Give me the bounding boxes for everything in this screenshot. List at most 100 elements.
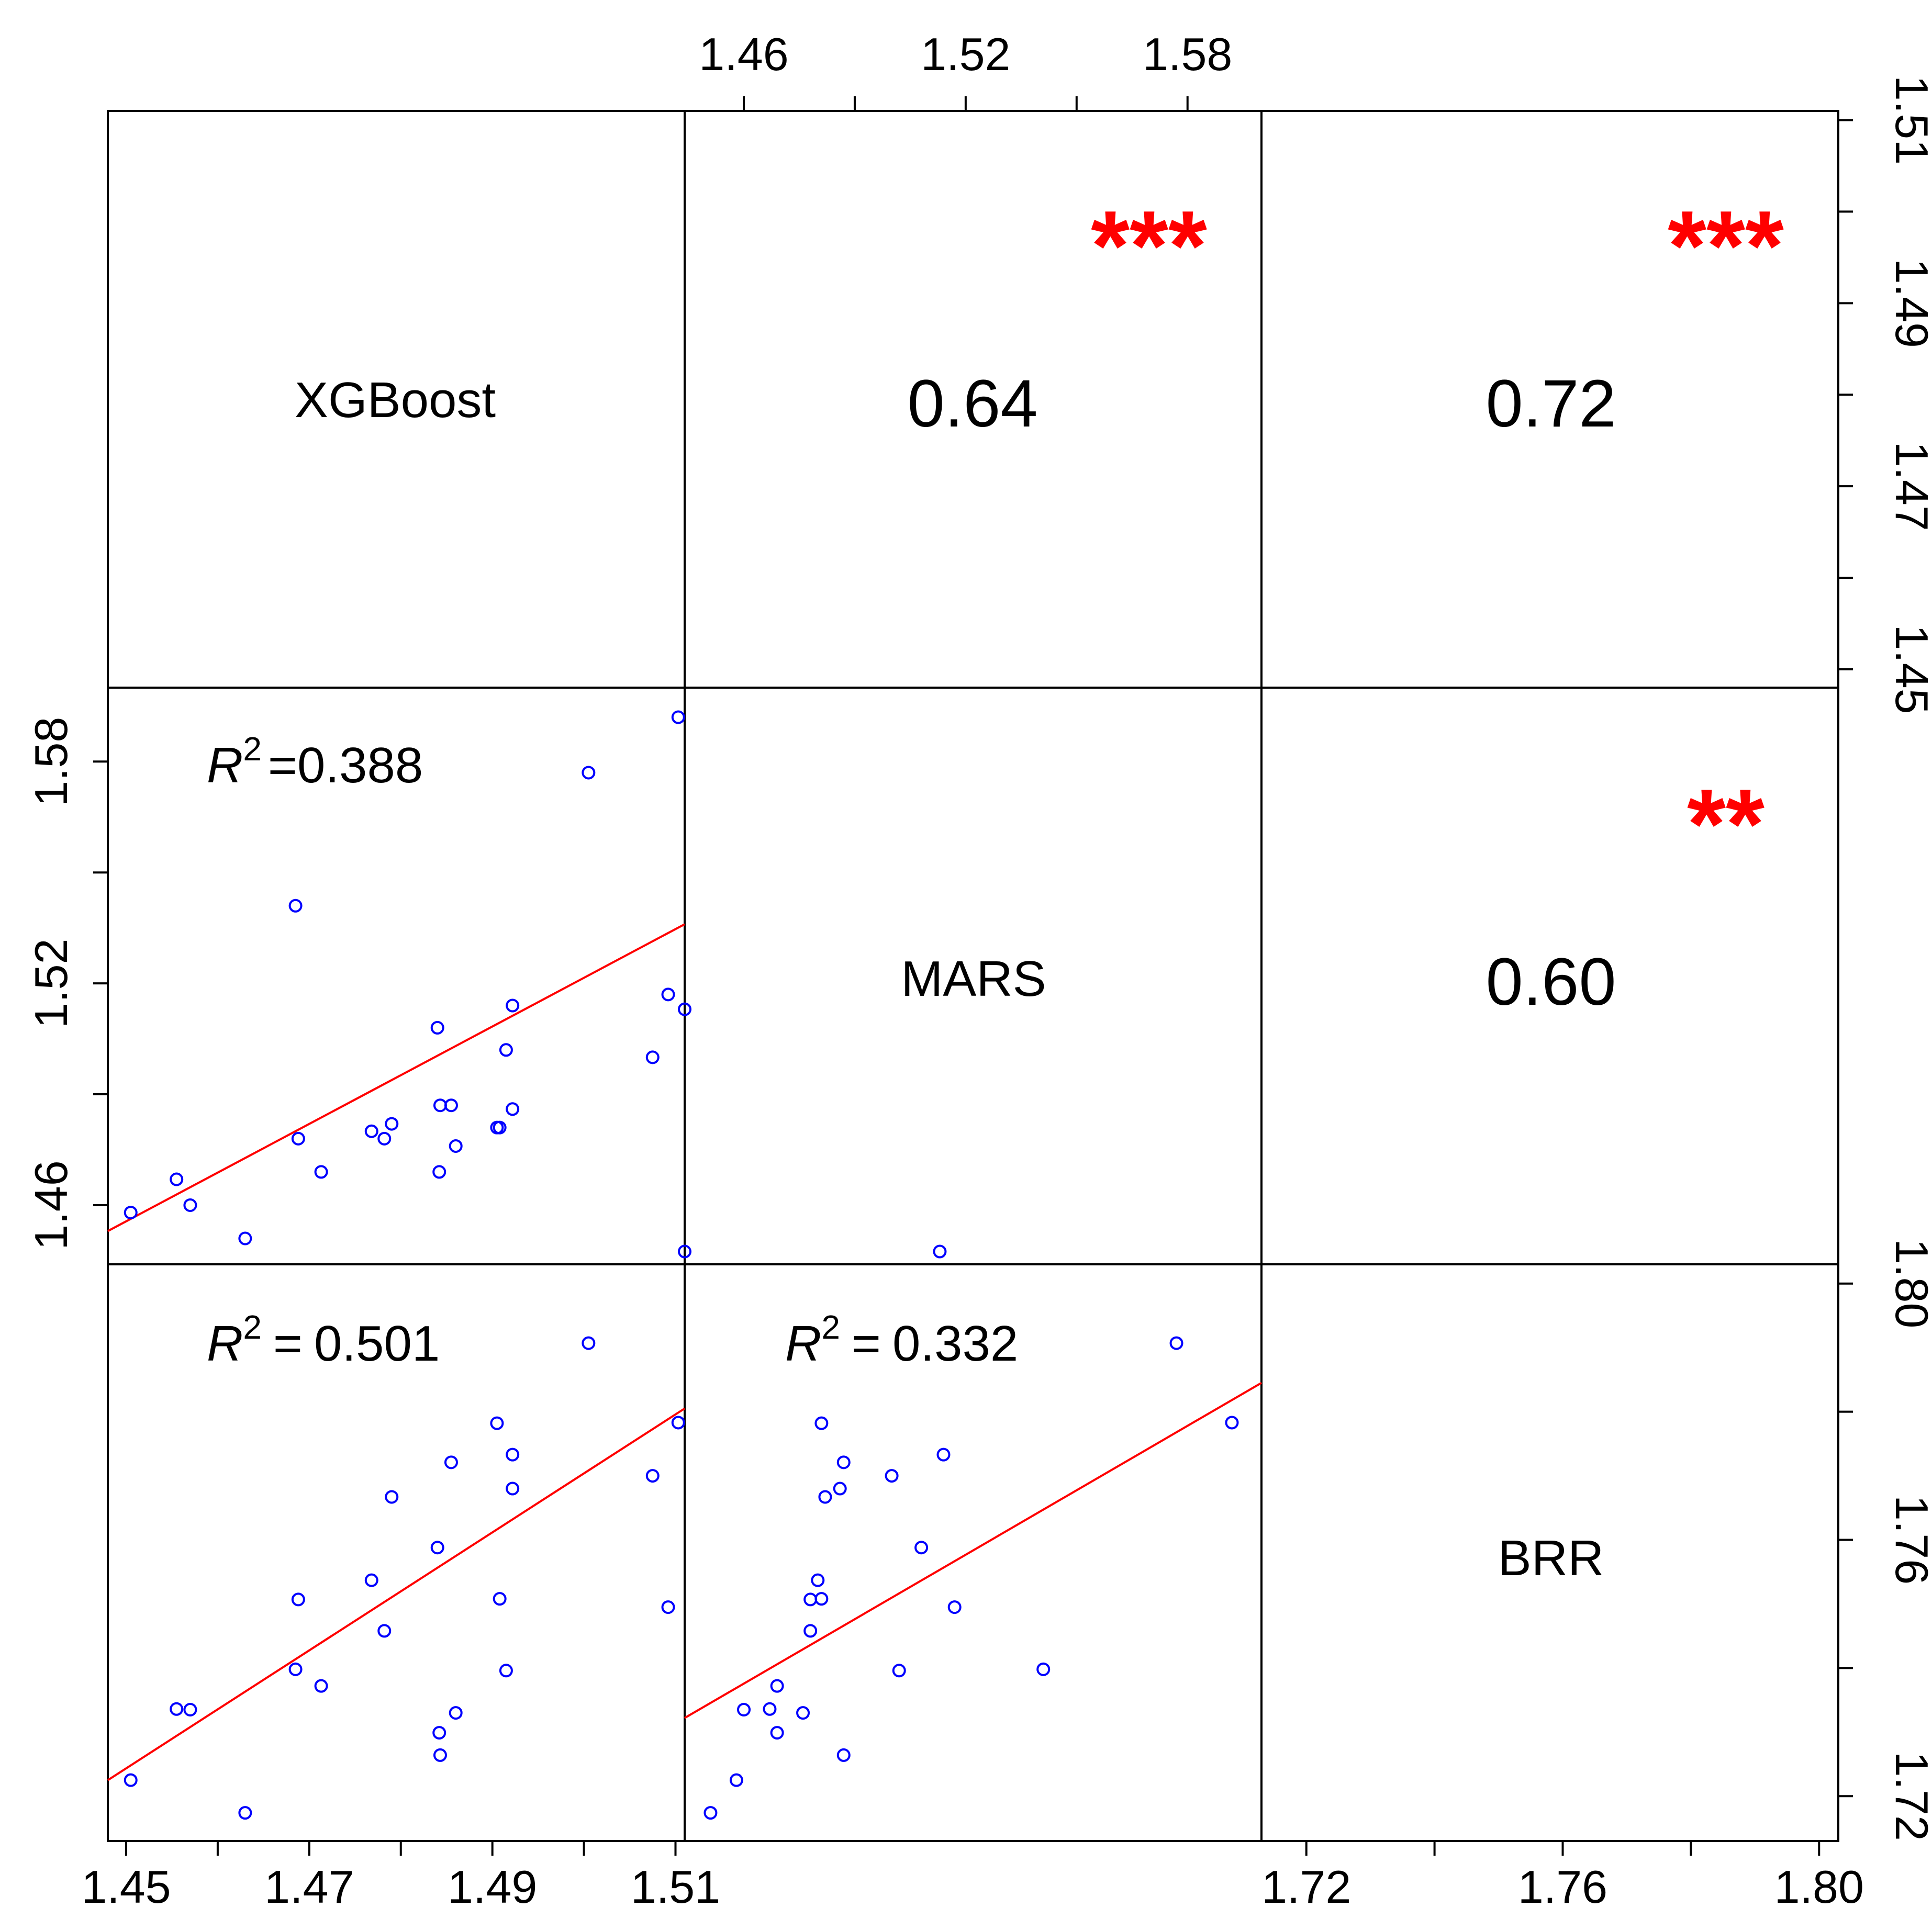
point-xgboost-brr — [430, 1541, 444, 1555]
point-xgboost-brr — [444, 1455, 458, 1469]
point-mars-brr — [803, 1592, 818, 1607]
point-mars-brr — [814, 1416, 829, 1430]
point-mars-brr — [770, 1726, 784, 1740]
point-xgboost-brr — [364, 1573, 378, 1587]
point-xgboost-mars — [433, 1098, 447, 1113]
point-mars-brr — [763, 1702, 777, 1716]
r2-xgboost-brr: R2 = 0.501 — [207, 1308, 440, 1372]
tick-label-right-xgboost: 1.49 — [1886, 259, 1932, 348]
point-xgboost-brr — [490, 1416, 504, 1430]
significance-xgboost-mars: *** — [1091, 190, 1207, 301]
point-mars-brr — [1036, 1662, 1051, 1676]
point-mars-brr — [885, 1469, 899, 1483]
point-xgboost-mars — [661, 987, 675, 1002]
point-xgboost-brr — [499, 1664, 513, 1678]
point-xgboost-brr — [671, 1416, 685, 1430]
tick-label-bottom-brr: 1.76 — [1518, 1861, 1607, 1913]
point-mars-brr — [947, 1600, 962, 1614]
point-xgboost-mars — [291, 1131, 305, 1146]
point-mars-brr — [818, 1490, 832, 1504]
tick-label-right-xgboost: 1.45 — [1886, 624, 1932, 714]
point-xgboost-mars — [124, 1206, 138, 1220]
point-mars-brr — [914, 1541, 929, 1555]
point-xgboost-mars — [645, 1050, 660, 1064]
tick-label-top-mars: 1.58 — [1143, 28, 1232, 80]
point-xgboost-mars — [170, 1172, 184, 1186]
diag-label-xgboost: XGBoost — [295, 372, 496, 428]
point-mars-brr — [796, 1706, 810, 1720]
tick-label-right-brr: 1.72 — [1886, 1752, 1932, 1841]
point-xgboost-mars — [499, 1043, 513, 1057]
tick-label-bottom-brr: 1.72 — [1261, 1861, 1351, 1913]
point-xgboost-brr — [124, 1773, 138, 1787]
corr-xgboost-mars: 0.64 — [907, 366, 1037, 441]
point-xgboost-brr — [582, 1336, 596, 1350]
point-xgboost-brr — [661, 1600, 675, 1614]
diag-label-brr: BRR — [1498, 1530, 1604, 1586]
point-xgboost-brr — [314, 1679, 328, 1693]
point-xgboost-mars — [288, 899, 303, 913]
point-mars-brr — [1169, 1336, 1183, 1350]
point-mars-brr — [729, 1773, 743, 1787]
tick-label-right-brr: 1.80 — [1886, 1239, 1932, 1328]
point-mars-brr — [770, 1679, 784, 1693]
point-mars-brr — [892, 1664, 906, 1678]
point-mars-brr — [803, 1624, 818, 1638]
tick-label-top-mars: 1.46 — [699, 28, 788, 80]
significance-xgboost-brr: *** — [1668, 190, 1784, 301]
corr-mars-brr: 0.60 — [1486, 945, 1616, 1019]
point-xgboost-mars — [314, 1165, 328, 1179]
point-xgboost-mars — [449, 1139, 463, 1153]
plot-frame — [107, 110, 1839, 1842]
r2-xgboost-mars: R2 =0.388 — [207, 730, 423, 793]
corr-xgboost-brr: 0.72 — [1486, 366, 1616, 441]
point-xgboost-mars — [444, 1098, 458, 1113]
point-xgboost-brr — [183, 1702, 197, 1716]
point-xgboost-mars — [377, 1131, 392, 1146]
tick-label-top-mars: 1.52 — [921, 28, 1010, 80]
point-xgboost-brr — [493, 1592, 507, 1606]
point-xgboost-brr — [288, 1662, 303, 1676]
point-mars-brr — [936, 1447, 951, 1462]
point-xgboost-mars — [385, 1117, 399, 1131]
point-mars-brr — [836, 1748, 851, 1762]
tick-label-right-brr: 1.76 — [1886, 1495, 1932, 1585]
tick-label-bottom-brr: 1.80 — [1774, 1861, 1864, 1913]
point-xgboost-mars — [671, 710, 685, 724]
tick-label-bottom-xgboost: 1.51 — [631, 1861, 720, 1913]
tick-label-right-xgboost: 1.51 — [1886, 75, 1932, 165]
tick-label-bottom-xgboost: 1.47 — [264, 1861, 354, 1913]
r2-mars-brr: R2 = 0.332 — [785, 1308, 1018, 1372]
point-xgboost-mars — [506, 998, 520, 1013]
point-xgboost-mars — [430, 1020, 444, 1035]
diag-label-mars: MARS — [901, 951, 1046, 1007]
point-xgboost-brr — [238, 1806, 252, 1820]
point-xgboost-brr — [170, 1702, 184, 1716]
point-mars-brr — [811, 1573, 825, 1587]
tick-label-bottom-xgboost: 1.49 — [448, 1861, 537, 1913]
point-xgboost-brr — [678, 1244, 691, 1259]
fit-line-xgboost-brr — [107, 1407, 686, 1781]
point-mars-brr — [933, 1244, 947, 1259]
tick-label-right-xgboost: 1.47 — [1886, 442, 1932, 531]
significance-mars-brr: ** — [1687, 769, 1765, 880]
point-xgboost-brr — [385, 1490, 399, 1504]
tick-label-left-mars: 1.46 — [25, 1160, 77, 1250]
point-xgboost-mars — [678, 1002, 691, 1016]
point-mars-brr — [836, 1455, 851, 1469]
point-xgboost-brr — [506, 1447, 520, 1462]
point-mars-brr — [814, 1592, 829, 1606]
point-mars-brr — [833, 1482, 847, 1496]
tick-label-left-mars: 1.52 — [25, 938, 77, 1028]
point-xgboost-brr — [432, 1726, 446, 1740]
point-xgboost-brr — [506, 1482, 520, 1496]
point-xgboost-mars — [364, 1124, 378, 1138]
point-xgboost-mars — [238, 1231, 252, 1245]
point-xgboost-mars — [493, 1120, 507, 1135]
point-xgboost-mars — [506, 1102, 520, 1116]
fit-line-mars-brr — [684, 1382, 1263, 1719]
tick-label-bottom-xgboost: 1.45 — [81, 1861, 171, 1913]
point-mars-brr — [703, 1806, 718, 1820]
